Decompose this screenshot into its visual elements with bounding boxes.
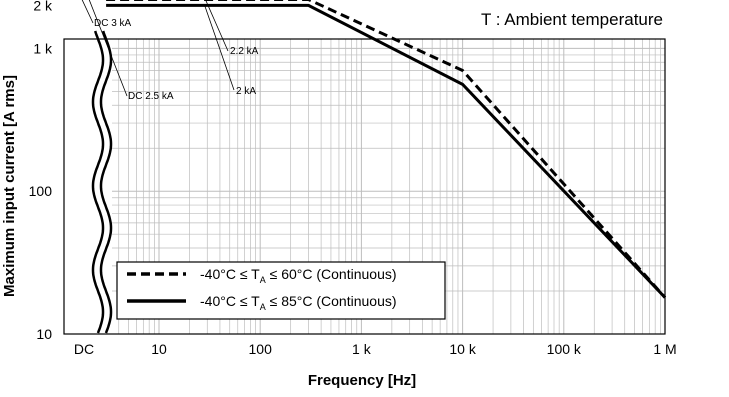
temperature-note: T : Ambient temperature xyxy=(481,10,663,29)
y-tick-label: 1 k xyxy=(33,40,53,56)
annotation-leader xyxy=(88,0,128,97)
annotation-label: 2.2 kA xyxy=(230,46,259,57)
legend-label-60c: -40°C ≤ TA ≤ 60°C (Continuous) xyxy=(200,266,397,285)
axis-break-line xyxy=(99,30,113,334)
legend: -40°C ≤ TA ≤ 60°C (Continuous) -40°C ≤ T… xyxy=(116,261,446,320)
x-tick-label: 100 k xyxy=(547,341,582,357)
series-line xyxy=(106,3,667,299)
annotation-leader xyxy=(205,0,229,52)
axis-break-line xyxy=(91,30,105,334)
x-tick-label: DC xyxy=(74,341,94,357)
x-tick-label: 10 xyxy=(151,341,167,357)
x-tick-label: 100 xyxy=(249,341,273,357)
series-line xyxy=(106,0,667,299)
x-tick-labels: DC 10 100 1 k 10 k 100 k 1 M xyxy=(74,341,677,357)
annotation-label: DC 2.5 kA xyxy=(128,91,174,102)
x-tick-label: 1 k xyxy=(352,341,372,357)
annotations: DC 3 kA DC 2.5 kA 2.2 kA 2 kA xyxy=(81,0,259,102)
legend-box xyxy=(116,261,446,320)
annotation-leader xyxy=(204,6,235,91)
annotation-leader xyxy=(81,0,94,24)
y-tick-label: 100 xyxy=(29,183,53,199)
legend-label-85c: -40°C ≤ TA ≤ 85°C (Continuous) xyxy=(200,293,397,312)
plot-frame xyxy=(63,38,666,335)
x-tick-label: 1 M xyxy=(653,341,676,357)
x-axis-title: Frequency [Hz] xyxy=(308,372,416,389)
annotation-label: DC 3 kA xyxy=(94,18,132,29)
x-tick-label: 10 k xyxy=(449,341,476,357)
series-lines xyxy=(106,0,667,299)
axis-break xyxy=(91,30,113,334)
y-tick-label: 10 xyxy=(36,326,52,342)
y-tick-label: 2 k xyxy=(33,0,53,13)
annotation-label: 2 kA xyxy=(236,86,256,97)
y-axis-title: Maximum input current [A rms] xyxy=(1,75,18,297)
